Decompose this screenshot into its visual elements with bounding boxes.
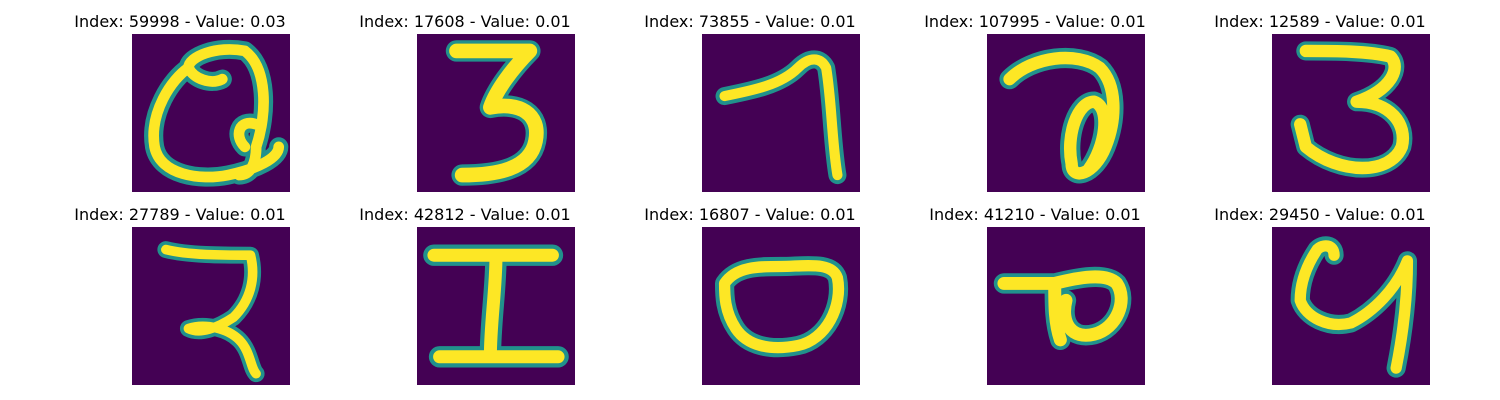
digit-image-panel <box>132 34 290 192</box>
panel-title: Index: 17608 - Value: 0.01 <box>359 12 571 31</box>
grid-cell: Index: 41210 - Value: 0.01 <box>885 205 1185 395</box>
grid-cell: Index: 16807 - Value: 0.01 <box>600 205 900 395</box>
grid-cell: Index: 29450 - Value: 0.01 <box>1170 205 1470 395</box>
glyph-stroke <box>423 244 569 368</box>
panel-title: Index: 59998 - Value: 0.03 <box>74 12 286 31</box>
glyph-stroke <box>1290 236 1418 378</box>
digit-image-panel <box>987 34 1145 192</box>
glyph-stroke <box>1290 41 1413 178</box>
panel-title: Index: 29450 - Value: 0.01 <box>1214 205 1426 224</box>
grid-cell: Index: 107995 - Value: 0.01 <box>885 12 1185 202</box>
glyph-stroke <box>993 266 1132 351</box>
grid-cell: Index: 42812 - Value: 0.01 <box>315 205 615 395</box>
digit-image-panel <box>417 34 575 192</box>
digit-image-panel <box>702 34 860 192</box>
glyph-stroke <box>714 256 849 358</box>
glyph-stroke <box>144 39 289 187</box>
digit-image-panel <box>1272 34 1430 192</box>
panel-title: Index: 27789 - Value: 0.01 <box>74 205 286 224</box>
panel-title: Index: 41210 - Value: 0.01 <box>929 205 1141 224</box>
panel-title: Index: 107995 - Value: 0.01 <box>924 12 1146 31</box>
digit-image-panel <box>132 227 290 385</box>
digit-image-panel <box>987 227 1145 385</box>
panel-title: Index: 42812 - Value: 0.01 <box>359 205 571 224</box>
panel-title: Index: 73855 - Value: 0.01 <box>644 12 856 31</box>
panel-title: Index: 16807 - Value: 0.01 <box>644 205 856 224</box>
grid-cell: Index: 59998 - Value: 0.03 <box>30 12 330 202</box>
glyph-stroke <box>157 241 265 383</box>
glyph-stroke <box>715 50 847 185</box>
grid-cell: Index: 12589 - Value: 0.01 <box>1170 12 1470 202</box>
digit-image-panel <box>417 227 575 385</box>
digit-image-panel <box>1272 227 1430 385</box>
grid-cell: Index: 17608 - Value: 0.01 <box>315 12 615 202</box>
grid-cell: Index: 73855 - Value: 0.01 <box>600 12 900 202</box>
glyph-stroke <box>999 47 1124 184</box>
panel-title: Index: 12589 - Value: 0.01 <box>1214 12 1426 31</box>
digit-image-panel <box>702 227 860 385</box>
glyph-stroke <box>445 40 548 186</box>
grid-cell: Index: 27789 - Value: 0.01 <box>30 205 330 395</box>
